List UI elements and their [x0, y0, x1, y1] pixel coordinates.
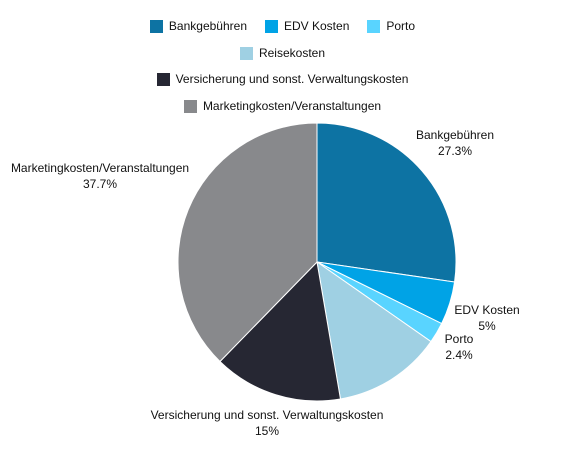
- pie-slice-0: [316, 122, 457, 283]
- pie-slice-5: [177, 122, 318, 363]
- pie-slice-4: [219, 260, 342, 402]
- legend-swatch: [239, 46, 253, 60]
- legend-label: Marketingkosten/Veranstaltungen: [202, 99, 382, 113]
- legend-item-bankgebuehren: Bankgebühren: [149, 19, 247, 33]
- pie-slice-3: [316, 260, 432, 400]
- slice-label-name: Bankgebühren: [415, 128, 495, 142]
- legend-item-marketingkosten: Marketingkosten/Veranstaltungen: [183, 99, 382, 113]
- legend-label: Versicherung und sonst. Verwaltungskoste…: [175, 72, 409, 86]
- slice-label-value: 37.7%: [82, 177, 118, 191]
- legend-swatch: [183, 99, 197, 113]
- legend-row-1: Bankgebühren EDV Kosten Porto: [0, 18, 565, 34]
- legend-row-4: Marketingkosten/Veranstaltungen: [0, 98, 565, 114]
- legend-label: Porto: [386, 19, 416, 33]
- slice-label-bankgebuehren: Bankgebühren 27.3%: [416, 127, 494, 159]
- legend-swatch: [156, 72, 170, 86]
- slice-label-edv-kosten: EDV Kosten 5%: [454, 302, 519, 334]
- legend-swatch: [367, 19, 381, 33]
- slice-label-name: Versicherung und sonst. Verwaltungskoste…: [150, 408, 384, 422]
- slice-label-versicherung: Versicherung und sonst. Verwaltungskoste…: [151, 407, 384, 439]
- slice-label-name: EDV Kosten: [454, 303, 520, 317]
- legend-label: Bankgebühren: [168, 19, 247, 33]
- slice-label-name: Marketingkosten/Veranstaltungen: [10, 161, 190, 175]
- legend-row-2: Reisekosten: [0, 45, 565, 61]
- legend-row-3: Versicherung und sonst. Verwaltungskoste…: [0, 71, 565, 87]
- legend-label: EDV Kosten: [284, 19, 350, 33]
- legend-item-porto: Porto: [367, 19, 415, 33]
- slice-label-value: 15%: [254, 424, 280, 438]
- legend-label: Reisekosten: [258, 46, 326, 60]
- legend-swatch: [265, 19, 278, 33]
- legend-item-reisekosten: Reisekosten: [239, 46, 326, 60]
- slice-label-marketingkosten: Marketingkosten/Veranstaltungen 37.7%: [11, 160, 189, 192]
- slice-label-porto: Porto 2.4%: [445, 331, 474, 363]
- slice-label-value: 27.3%: [437, 144, 473, 158]
- legend-item-versicherung: Versicherung und sonst. Verwaltungskoste…: [156, 72, 409, 86]
- legend-swatch: [149, 19, 163, 33]
- slice-label-name: Porto: [444, 332, 474, 346]
- legend-item-edv-kosten: EDV Kosten: [265, 19, 349, 33]
- slice-label-value: 5%: [478, 319, 496, 333]
- slice-label-value: 2.4%: [445, 348, 473, 362]
